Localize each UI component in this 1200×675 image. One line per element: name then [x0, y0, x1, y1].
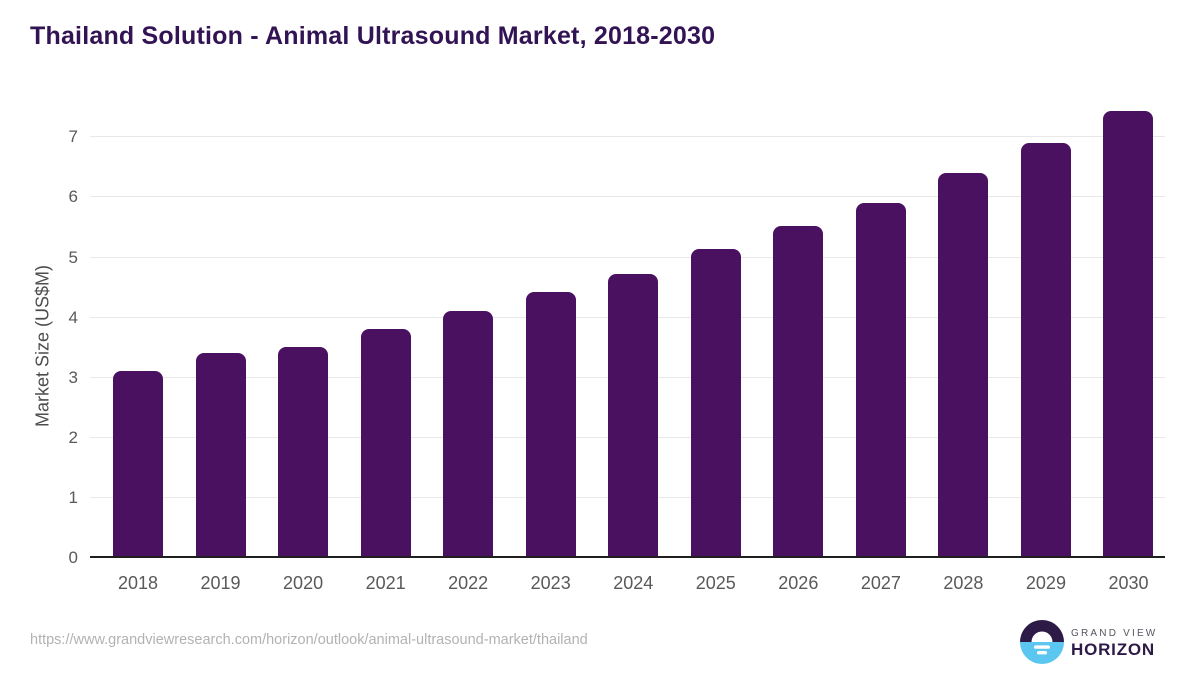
x-axis-label-2021: 2021 [365, 573, 406, 593]
y-tick-label-6: 6 [68, 187, 78, 207]
bar-2020 [278, 346, 329, 556]
logo-sun-dome [1031, 631, 1053, 642]
bar-2024 [608, 273, 659, 556]
bar-2026 [773, 226, 824, 556]
x-axis-label-2019: 2019 [200, 573, 241, 593]
logo-horizon-text: HORIZON [1071, 639, 1155, 659]
x-axis-label-2030: 2030 [1108, 573, 1149, 593]
x-axis-label-2018: 2018 [117, 573, 159, 593]
x-axis-label-2025: 2025 [695, 573, 736, 593]
x-axis-label-2022: 2022 [448, 573, 489, 593]
gridline-7 [90, 136, 1165, 138]
bar-2025 [690, 249, 741, 556]
y-tick-label-7: 7 [68, 127, 78, 147]
bar-2030 [1103, 111, 1154, 556]
bar-2027 [855, 202, 906, 556]
x-axis-label-2026: 2026 [778, 573, 819, 593]
logo-reflection-line-1 [1034, 645, 1050, 649]
y-tick-label-4: 4 [68, 307, 78, 327]
bar-2021 [360, 328, 411, 556]
y-tick-label-2: 2 [68, 427, 78, 447]
source-url: https://www.grandviewresearch.com/horizo… [30, 632, 588, 648]
bar-2018 [113, 371, 163, 556]
bar-2022 [443, 310, 494, 556]
y-tick-label-5: 5 [68, 247, 78, 267]
logo-reflection-line-2 [1037, 651, 1047, 655]
x-axis-line [90, 556, 1165, 558]
horizon-sun-icon [1020, 620, 1064, 664]
bar-2029 [1020, 143, 1071, 556]
y-tick-label-0: 0 [68, 548, 78, 567]
logo-grand-view-text: GRAND VIEW [1071, 627, 1158, 639]
brand-logo: GRAND VIEW HORIZON [1020, 620, 1157, 664]
logo-sky-half [1020, 620, 1064, 642]
gridline-5 [90, 256, 1165, 258]
x-axis-label-2020: 2020 [283, 573, 324, 593]
bar-2028 [938, 173, 989, 556]
x-axis-label-2024: 2024 [613, 573, 654, 593]
gridline-6 [90, 196, 1165, 198]
logo-wordmark: GRAND VIEW HORIZON [1071, 626, 1157, 659]
x-axis-label-2027: 2027 [860, 573, 901, 593]
y-axis-title: Market Size (US$M) [32, 264, 53, 428]
x-axis-label-2029: 2029 [1025, 573, 1066, 593]
bar-2023 [525, 291, 576, 556]
y-tick-label-1: 1 [68, 487, 78, 507]
chart-title: Thailand Solution - Animal Ultrasound Ma… [30, 22, 716, 50]
y-tick-label-3: 3 [68, 367, 78, 387]
x-axis-label-2023: 2023 [530, 573, 571, 593]
bar-2019 [195, 352, 246, 556]
x-axis-label-2028: 2028 [943, 573, 984, 593]
